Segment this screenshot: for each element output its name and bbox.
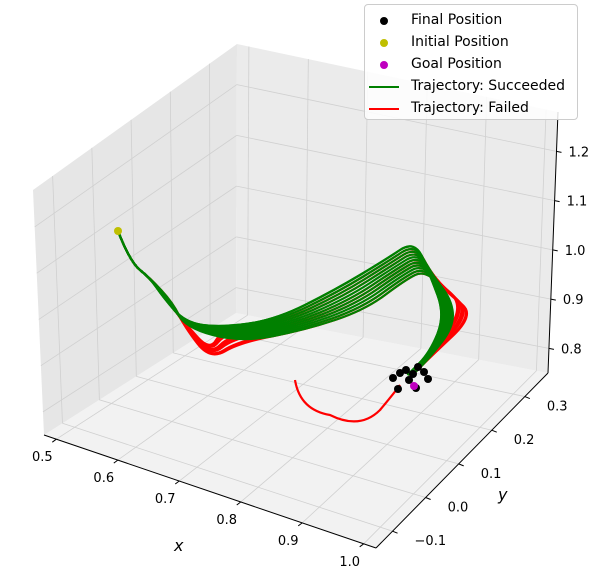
z-grid-line bbox=[38, 185, 237, 320]
legend-label: Trajectory: Succeeded bbox=[411, 78, 566, 94]
x-tick-mark bbox=[236, 501, 242, 506]
x-tick-label: 0.8 bbox=[216, 513, 237, 528]
y-axis-label: y bbox=[497, 485, 508, 504]
z-tick-mark bbox=[552, 249, 558, 252]
y-tick-label: 0.0 bbox=[448, 501, 469, 516]
y-grid-line bbox=[99, 399, 426, 498]
black-dot-icon bbox=[380, 17, 388, 25]
z-tick-label: 0.8 bbox=[561, 342, 582, 357]
legend-label: Initial Position bbox=[411, 34, 509, 50]
z-grid-line bbox=[236, 287, 550, 349]
legend-label: Goal Position bbox=[411, 56, 502, 72]
legend-item-goal: Goal Position bbox=[365, 54, 577, 76]
final-position-marker bbox=[414, 363, 422, 371]
legend-label: Trajectory: Failed bbox=[411, 100, 529, 116]
red-line-icon bbox=[369, 108, 399, 110]
trajectories bbox=[116, 230, 469, 423]
x-grid-line bbox=[240, 348, 422, 503]
x-axis-label: x bbox=[173, 536, 184, 555]
z-grid-line bbox=[34, 84, 238, 228]
x-tick-label: 0.6 bbox=[93, 471, 114, 486]
x-grid-line bbox=[179, 337, 364, 482]
y-tick-label: −0.1 bbox=[415, 534, 447, 549]
y-grid-line bbox=[136, 375, 459, 465]
x-tick-label: 0.5 bbox=[32, 450, 53, 465]
z-tick-mark bbox=[548, 347, 555, 350]
x-grid-line bbox=[304, 59, 309, 327]
x-tick-mark bbox=[51, 438, 57, 443]
legend-label: Final Position bbox=[411, 12, 503, 28]
legend-item-initial: Initial Position bbox=[365, 32, 577, 54]
final-position-marker bbox=[396, 369, 404, 377]
final-position-marker bbox=[394, 385, 402, 393]
z-grid-line bbox=[236, 134, 555, 202]
final-position-marker bbox=[409, 370, 417, 378]
magenta-dot-icon bbox=[380, 61, 388, 69]
z-tick-label: 0.9 bbox=[563, 293, 584, 308]
z-axis-line bbox=[547, 111, 559, 374]
y-tick-mark bbox=[458, 463, 464, 467]
y-tick-label: 0.2 bbox=[514, 433, 535, 448]
z-tick-label: 1.2 bbox=[568, 145, 589, 160]
y-tick-mark bbox=[524, 396, 531, 400]
z-grid-line bbox=[40, 236, 237, 366]
z-tick-mark bbox=[554, 200, 560, 203]
x-grid-line bbox=[301, 359, 479, 524]
x-axis-line bbox=[43, 434, 377, 549]
z-grid-line bbox=[42, 287, 237, 413]
y-grid-line bbox=[91, 147, 100, 400]
y-grid-line bbox=[173, 352, 492, 431]
z-grid-line bbox=[36, 135, 237, 274]
x-grid-line bbox=[247, 46, 250, 316]
z-tick-mark bbox=[556, 150, 562, 153]
final-position-marker bbox=[420, 368, 428, 376]
succeeded-trajectory-line bbox=[116, 230, 451, 376]
x-tick-mark bbox=[174, 480, 180, 485]
z-tick-label: 1.1 bbox=[567, 195, 588, 210]
final-position-marker bbox=[405, 376, 413, 384]
y-tick-mark bbox=[425, 497, 431, 500]
y-grid-line bbox=[210, 329, 525, 397]
x-tick-label: 0.9 bbox=[278, 534, 299, 549]
goal-position-marker bbox=[410, 382, 418, 390]
back-right-pane bbox=[236, 44, 558, 373]
x-tick-mark bbox=[297, 522, 303, 527]
x-tick-label: 1.0 bbox=[339, 555, 360, 570]
y-grid-line bbox=[62, 422, 393, 532]
failed-trajectory-line bbox=[293, 379, 401, 423]
final-position-marker bbox=[389, 374, 397, 382]
x-grid-line bbox=[536, 109, 547, 371]
x-grid-line bbox=[363, 370, 537, 545]
y-tick-label: 0.3 bbox=[547, 400, 568, 415]
x-tick-mark bbox=[113, 459, 119, 464]
x-tick-label: 0.7 bbox=[155, 492, 176, 507]
y-grid-line bbox=[52, 175, 63, 424]
z-grid-line bbox=[236, 185, 553, 251]
legend-item-final: Final Position bbox=[365, 10, 577, 32]
x-tick-mark bbox=[359, 543, 365, 548]
final-position-marker bbox=[424, 375, 432, 383]
initial-position-marker bbox=[114, 227, 122, 235]
succeeded-trajectory-line bbox=[116, 230, 443, 376]
y-axis-line bbox=[375, 372, 549, 549]
y-tick-mark bbox=[491, 429, 497, 433]
x-grid-line bbox=[478, 96, 488, 360]
tick-labels: 0.5 0.6 0.7 0.8 0.9 1.0 −0.1 0.0 0.1 0.2 0.3 0.8 0.9… bbox=[32, 145, 589, 569]
green-line-icon bbox=[369, 86, 399, 88]
z-tick-label: 1.0 bbox=[565, 244, 586, 259]
z-tick-mark bbox=[550, 298, 556, 301]
y-tick-mark bbox=[392, 530, 398, 534]
y-grid-line bbox=[130, 119, 137, 377]
x-grid-line bbox=[420, 84, 428, 349]
legend: Final Position Initial Position Goal Pos… bbox=[364, 4, 578, 120]
y-tick-label: 0.1 bbox=[481, 467, 502, 482]
final-position-marker bbox=[402, 366, 410, 374]
legend-item-failed: Trajectory: Failed bbox=[365, 98, 577, 120]
legend-item-succeeded: Trajectory: Succeeded bbox=[365, 76, 577, 98]
yellow-dot-icon bbox=[380, 39, 388, 47]
y-grid-line bbox=[209, 63, 211, 330]
position-markers bbox=[114, 227, 432, 393]
x-grid-line bbox=[117, 326, 306, 461]
